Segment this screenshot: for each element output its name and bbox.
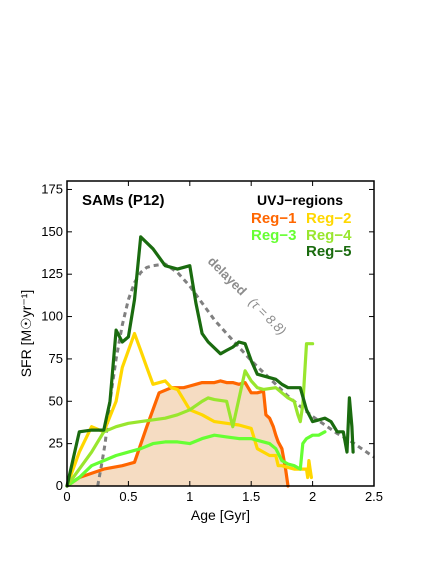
y-tick-label: 125 [41, 266, 63, 281]
delayed-annotation-word: delayed [205, 254, 250, 299]
y-tick-label: 0 [56, 478, 63, 493]
series-line-reg-1 [65, 379, 290, 488]
series-line-reg-5 [65, 235, 355, 488]
delayed-annotation-tau: (τ = 8.8) [246, 295, 289, 338]
chart-title: SAMs (P12) [82, 192, 165, 209]
legend-title: UVJ−regions [257, 192, 343, 208]
y-tick-label: 50 [49, 393, 63, 408]
x-axis-title: Age [Gyr] [191, 507, 250, 523]
plot-frame [66, 180, 375, 487]
x-tick-label: 0 [63, 489, 70, 504]
y-tick-label: 75 [49, 351, 63, 366]
legend-entry-reg-4: Reg−4 [306, 227, 352, 244]
legend-entry-reg-2: Reg−2 [306, 210, 351, 227]
y-tick-label: 25 [49, 436, 63, 451]
legend-entry-reg-5: Reg−5 [306, 243, 351, 260]
y-tick-label: 175 [41, 181, 63, 196]
legend-entry-reg-1: Reg−1 [251, 210, 296, 227]
x-tick-label: 1 [186, 489, 193, 504]
x-tick-label: 2 [309, 489, 316, 504]
fill-layer [67, 380, 288, 486]
y-tick-label: 150 [41, 224, 63, 239]
tick-layer: 0 0.5 1 1.5 2 2.5 0 25 50 75 100 125 150 175 [41, 181, 383, 504]
series-line-reg-4 [65, 342, 315, 488]
y-tick-label: 100 [41, 309, 63, 324]
x-tick-label: 2.5 [365, 489, 383, 504]
x-tick-label: 0.5 [119, 489, 137, 504]
series-layer [65, 235, 375, 488]
series-fill-reg-1 [67, 380, 288, 486]
y-axis-title: SFR [M☉yr⁻¹] [18, 290, 34, 378]
legend-entry-reg-3: Reg−3 [251, 227, 296, 244]
x-tick-label: 1.5 [242, 489, 260, 504]
series-line-reg-3 [65, 430, 327, 488]
